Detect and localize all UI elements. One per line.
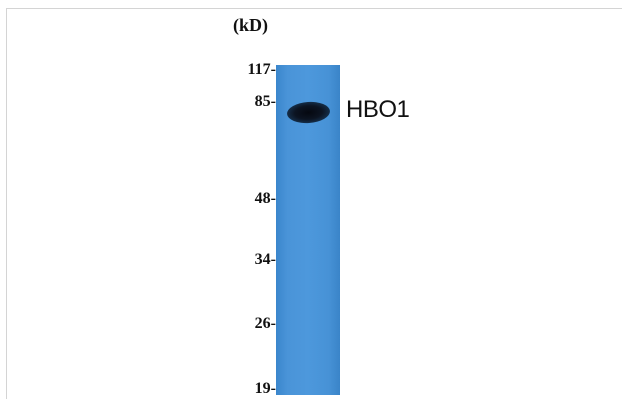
marker-48: 48-: [254, 190, 276, 207]
marker-26: 26-: [254, 315, 276, 332]
marker-117: 117-: [247, 61, 276, 78]
molecular-weight-unit-label: (kD): [233, 15, 268, 35]
image-frame: [6, 8, 622, 399]
marker-85: 85-: [254, 93, 276, 110]
band-label: HBO1: [346, 96, 410, 123]
marker-34: 34-: [254, 251, 276, 268]
marker-19: 19-: [254, 380, 276, 397]
